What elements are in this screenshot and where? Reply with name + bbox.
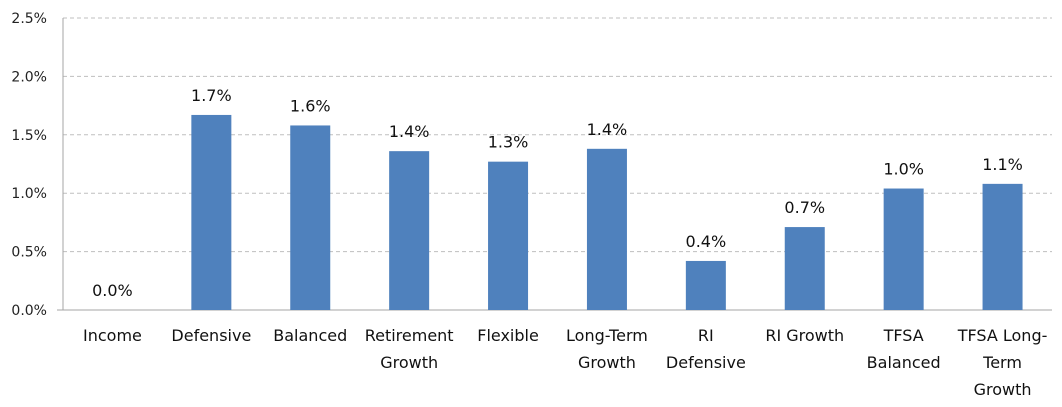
data-label: 1.3% <box>488 133 529 152</box>
data-label: 1.0% <box>883 160 924 179</box>
labels: 0.0% 0.5% 1.0% 1.5% 2.0% 2.5% 0.0% Income 1.7% De… <box>11 11 1047 399</box>
bar <box>586 148 627 310</box>
x-category-label: Retirement Growth <box>365 326 454 372</box>
data-label: 0.0% <box>92 281 133 300</box>
y-tick-label: 2.5% <box>11 11 47 27</box>
data-label: 0.7% <box>784 198 825 217</box>
bar <box>191 114 232 310</box>
x-category-label: TFSA Balanced <box>867 326 941 372</box>
y-tick-label: 2.0% <box>11 69 47 85</box>
data-label: 0.4% <box>686 232 727 251</box>
bar <box>982 183 1023 310</box>
bar <box>883 188 924 310</box>
x-category-label: RI Growth <box>765 326 844 345</box>
x-category-label: RI Defensive <box>666 326 746 372</box>
y-tick-label: 1.0% <box>11 186 47 202</box>
y-tick-label: 0.5% <box>11 245 47 261</box>
bar <box>488 161 529 310</box>
x-category-label: Defensive <box>171 326 251 345</box>
bar <box>290 125 331 311</box>
y-tick-label: 1.5% <box>11 128 47 144</box>
data-label: 1.6% <box>290 96 331 115</box>
data-label: 1.1% <box>982 155 1023 174</box>
bar <box>685 260 726 310</box>
data-label: 1.4% <box>389 122 430 141</box>
bar <box>389 151 430 310</box>
x-category-label: Income <box>83 326 142 345</box>
y-tick-label: 0.0% <box>11 303 47 319</box>
x-category-label: Balanced <box>273 326 347 345</box>
data-label: 1.4% <box>587 120 628 139</box>
x-category-label: Flexible <box>477 326 539 345</box>
bars <box>191 114 1023 311</box>
data-label: 1.7% <box>191 86 232 105</box>
x-category-label: Long-Term Growth <box>566 326 648 372</box>
bar <box>784 227 825 310</box>
x-category-label: TFSA Long-Term Growth <box>957 326 1048 399</box>
